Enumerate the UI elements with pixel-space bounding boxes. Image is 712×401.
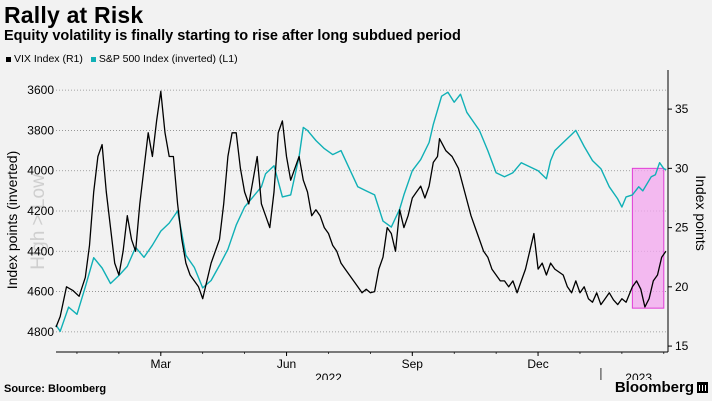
- series-line-vix: [55, 90, 667, 328]
- right-tick-label: 15: [675, 339, 689, 353]
- right-tick-label: 20: [675, 280, 689, 294]
- right-tick-label: 25: [675, 221, 689, 235]
- x-tick-label: Dec: [527, 357, 548, 371]
- series-line-spx: [55, 91, 667, 332]
- left-tick-label: 3800: [27, 123, 54, 137]
- chart-legend: VIX Index (R1) S&P 500 Index (inverted) …: [6, 53, 246, 65]
- right-axis-label: Index points: [693, 175, 709, 251]
- x-tick-label: Jun: [277, 357, 296, 371]
- line-chart: Index points (inverted) Index points Hig…: [4, 70, 709, 380]
- left-tick-label: 4000: [27, 164, 54, 178]
- right-tick-label: 35: [675, 102, 689, 116]
- left-tick-label: 4200: [27, 204, 54, 218]
- left-tick-label: 4600: [27, 285, 54, 299]
- page-subtitle: Equity volatility is finally starting to…: [4, 28, 461, 44]
- page-title: Rally at Risk: [4, 2, 144, 28]
- x-tick-label: Mar: [150, 357, 171, 371]
- highlight-box: [631, 167, 665, 309]
- left-tick-label: 3600: [27, 83, 54, 97]
- left-tick-label: 4400: [27, 244, 54, 258]
- left-axis-label: Index points (inverted): [4, 151, 20, 290]
- legend-label-vix: VIX Index (R1): [14, 53, 83, 65]
- legend-label-spx: S&P 500 Index (inverted) (L1): [98, 53, 238, 65]
- year-label: 2022: [315, 371, 342, 380]
- bloomberg-chart-icon: [697, 382, 708, 393]
- legend-swatch-spx: [90, 56, 96, 62]
- legend-swatch-vix: [6, 56, 11, 62]
- right-tick-label: 30: [675, 161, 689, 175]
- legend-item-spx: S&P 500 Index (inverted) (L1): [90, 53, 238, 65]
- legend-item-vix: VIX Index (R1): [6, 53, 83, 65]
- watermark-text: High > Low: [28, 174, 49, 270]
- brand-name: Bloomberg: [614, 379, 694, 396]
- source-note: Source: Bloomberg: [4, 383, 107, 395]
- brand-logo: Bloomberg: [615, 379, 708, 396]
- year-label: 2023: [625, 371, 652, 380]
- x-tick-label: Sep: [402, 357, 424, 371]
- left-tick-label: 4800: [27, 325, 54, 339]
